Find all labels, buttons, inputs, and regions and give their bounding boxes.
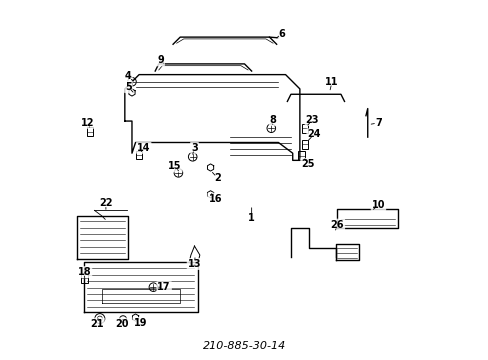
- Text: 23: 23: [305, 115, 319, 125]
- Text: 14: 14: [137, 143, 150, 153]
- Text: 13: 13: [187, 259, 201, 269]
- Text: 19: 19: [133, 318, 146, 328]
- Bar: [87, 127, 93, 136]
- Text: 24: 24: [307, 129, 320, 139]
- Text: 15: 15: [168, 161, 181, 171]
- Text: 17: 17: [157, 282, 170, 292]
- Text: 10: 10: [371, 200, 385, 210]
- Bar: [302, 124, 308, 133]
- Bar: [298, 151, 304, 160]
- Text: 6: 6: [278, 28, 285, 39]
- Bar: [302, 140, 308, 149]
- Text: 1: 1: [248, 212, 255, 222]
- Text: 7: 7: [374, 118, 381, 128]
- Text: 2: 2: [214, 173, 221, 183]
- Text: 12: 12: [81, 118, 95, 128]
- Text: 18: 18: [78, 267, 91, 277]
- Text: 11: 11: [325, 77, 338, 87]
- Text: 20: 20: [115, 319, 129, 329]
- Text: 8: 8: [269, 115, 276, 125]
- Text: 9: 9: [157, 55, 163, 65]
- Text: 16: 16: [208, 194, 222, 203]
- Text: 26: 26: [330, 220, 344, 230]
- Text: 210-885-30-14: 210-885-30-14: [203, 342, 285, 351]
- Text: 3: 3: [191, 143, 198, 153]
- Text: 21: 21: [90, 319, 103, 329]
- Text: 4: 4: [125, 71, 131, 81]
- Text: 25: 25: [301, 159, 314, 169]
- Text: 5: 5: [125, 82, 131, 92]
- Bar: [81, 274, 87, 283]
- Text: 22: 22: [99, 198, 112, 208]
- Bar: [136, 150, 142, 159]
